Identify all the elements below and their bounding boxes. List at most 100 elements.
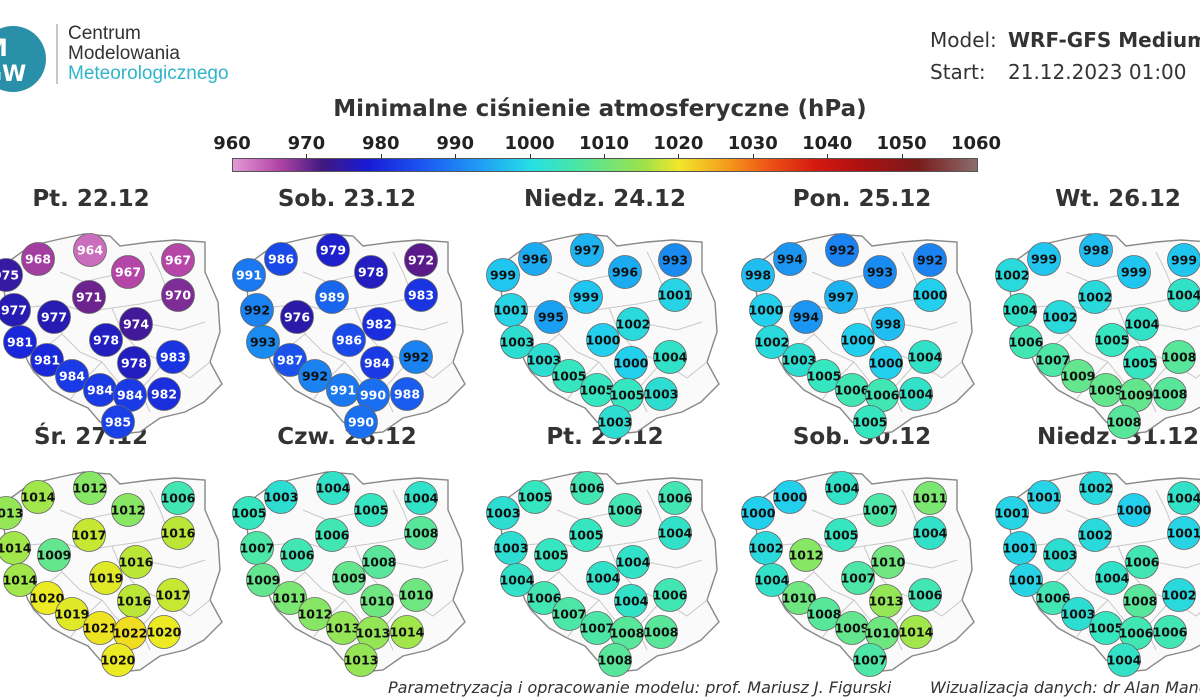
pressure-value: 1005 [534, 548, 569, 563]
pressure-bubble [362, 545, 396, 579]
pressure-bubble [111, 255, 145, 289]
pressure-value: 1005 [1089, 621, 1124, 636]
pressure-value: 987 [277, 353, 303, 368]
pressure-value: 1009 [332, 571, 367, 586]
pressure-value: 1004 [908, 350, 943, 365]
scale-tick-mark [380, 154, 382, 159]
pressure-bubble [55, 359, 89, 393]
scale-tick-mark [604, 154, 605, 159]
pressure-value: 984 [59, 369, 85, 384]
start-label: Start: [930, 60, 986, 84]
pressure-value: 972 [408, 253, 434, 268]
pressure-bubble [658, 278, 692, 312]
pressure-value: 1009 [1061, 369, 1096, 384]
pressure-bubble [161, 278, 195, 312]
pressure-bubble [404, 278, 438, 312]
pressure-value: 978 [93, 333, 119, 348]
pressure-value: 974 [123, 317, 149, 332]
pressure-value: 979 [320, 243, 346, 258]
pressure-value: 1003 [500, 335, 535, 350]
scale-tick-label: 1050 [876, 133, 927, 154]
pressure-value: 1002 [1162, 588, 1197, 603]
pressure-value: 1005 [232, 506, 267, 521]
pressure-value: 1011 [273, 591, 308, 606]
day-title: Wt. 26.12 [1055, 186, 1181, 212]
pressure-bubble [616, 545, 650, 579]
org-name-line1: Centrum [68, 23, 141, 44]
pressure-bubble [1078, 518, 1112, 552]
pressure-bubble [1117, 493, 1151, 527]
pressure-bubble [1036, 343, 1070, 377]
pressure-bubble [658, 516, 692, 550]
map-title: Minimalne ciśnienie atmosferyczne (hPa) [333, 96, 867, 122]
pressure-bubble [273, 581, 307, 615]
pressure-bubble [354, 255, 388, 289]
pressure-value: 1019 [89, 571, 124, 586]
pressure-value: 1005 [354, 503, 389, 518]
pressure-bubble [773, 242, 807, 276]
pressure-bubble [119, 545, 153, 579]
scale-tick-label: 1020 [653, 133, 704, 154]
pressure-value: 1009 [246, 573, 281, 588]
pressure-bubble [298, 597, 332, 631]
pressure-bubble [1167, 243, 1200, 277]
pressure-bubble [1061, 597, 1095, 631]
pressure-value: 1004 [913, 526, 948, 541]
pressure-value: 1004 [500, 573, 535, 588]
pressure-value: 1022 [113, 626, 148, 641]
pressure-value: 1007 [863, 503, 898, 518]
pressure-value: 1002 [1043, 310, 1078, 325]
pressure-value: 1013 [869, 594, 904, 609]
pressure-value: 1005 [518, 490, 553, 505]
pressure-bubble [899, 377, 933, 411]
day-title: Niedz. 24.12 [523, 186, 687, 212]
logo-mark-line1: M [0, 34, 44, 64]
pressure-value: 1006 [1119, 626, 1154, 641]
pressure-value: 998 [875, 317, 901, 332]
pressure-value: 999 [1031, 252, 1057, 267]
visualization-credit: Wizualizacja danych: dr Alan Mandal [930, 678, 1200, 697]
pressure-value: 1004 [658, 526, 693, 541]
pressure-value: 1006 [908, 588, 943, 603]
pressure-value: 1008 [362, 555, 397, 570]
pressure-value: 1010 [865, 626, 900, 641]
pressure-bubble [1095, 561, 1129, 595]
pressure-value: 1004 [1107, 653, 1142, 668]
pressure-bubble [644, 377, 678, 411]
pressure-bubble [782, 581, 816, 615]
pressure-value: 1008 [1123, 594, 1158, 609]
pressure-value: 1007 [853, 653, 888, 668]
pressure-bubble [156, 340, 190, 374]
pressure-bubble [518, 242, 552, 276]
pressure-bubble [741, 258, 775, 292]
pressure-bubble [825, 471, 859, 505]
pressure-value: 1013 [344, 653, 379, 668]
pressure-value: 1014 [390, 625, 425, 640]
pressure-bubble [789, 538, 823, 572]
pressure-bubble [390, 377, 424, 411]
pressure-value: 977 [1, 303, 27, 318]
scale-tick-mark [529, 154, 531, 159]
pressure-bubble [807, 597, 841, 631]
pressure-value: 995 [538, 310, 564, 325]
pressure-bubble [332, 323, 366, 357]
pressure-bubble [1061, 359, 1095, 393]
pressure-value: 982 [366, 317, 392, 332]
pressure-value: 994 [793, 310, 819, 325]
pressure-bubble [527, 343, 561, 377]
pressure-value: 975 [0, 268, 19, 283]
region-border [111, 307, 166, 363]
day-map: 1013101410121012100610141017101610091014… [0, 471, 223, 677]
pressure-value: 990 [348, 415, 374, 430]
pressure-bubble [0, 258, 23, 292]
pressure-bubble [616, 307, 650, 341]
pressure-bubble [147, 377, 181, 411]
pressure-value: 984 [364, 356, 390, 371]
pressure-value: 997 [828, 290, 854, 305]
scale-tick-label: 1000 [504, 133, 555, 154]
pressure-value: 1013 [356, 626, 391, 641]
pressure-value: 998 [745, 268, 771, 283]
